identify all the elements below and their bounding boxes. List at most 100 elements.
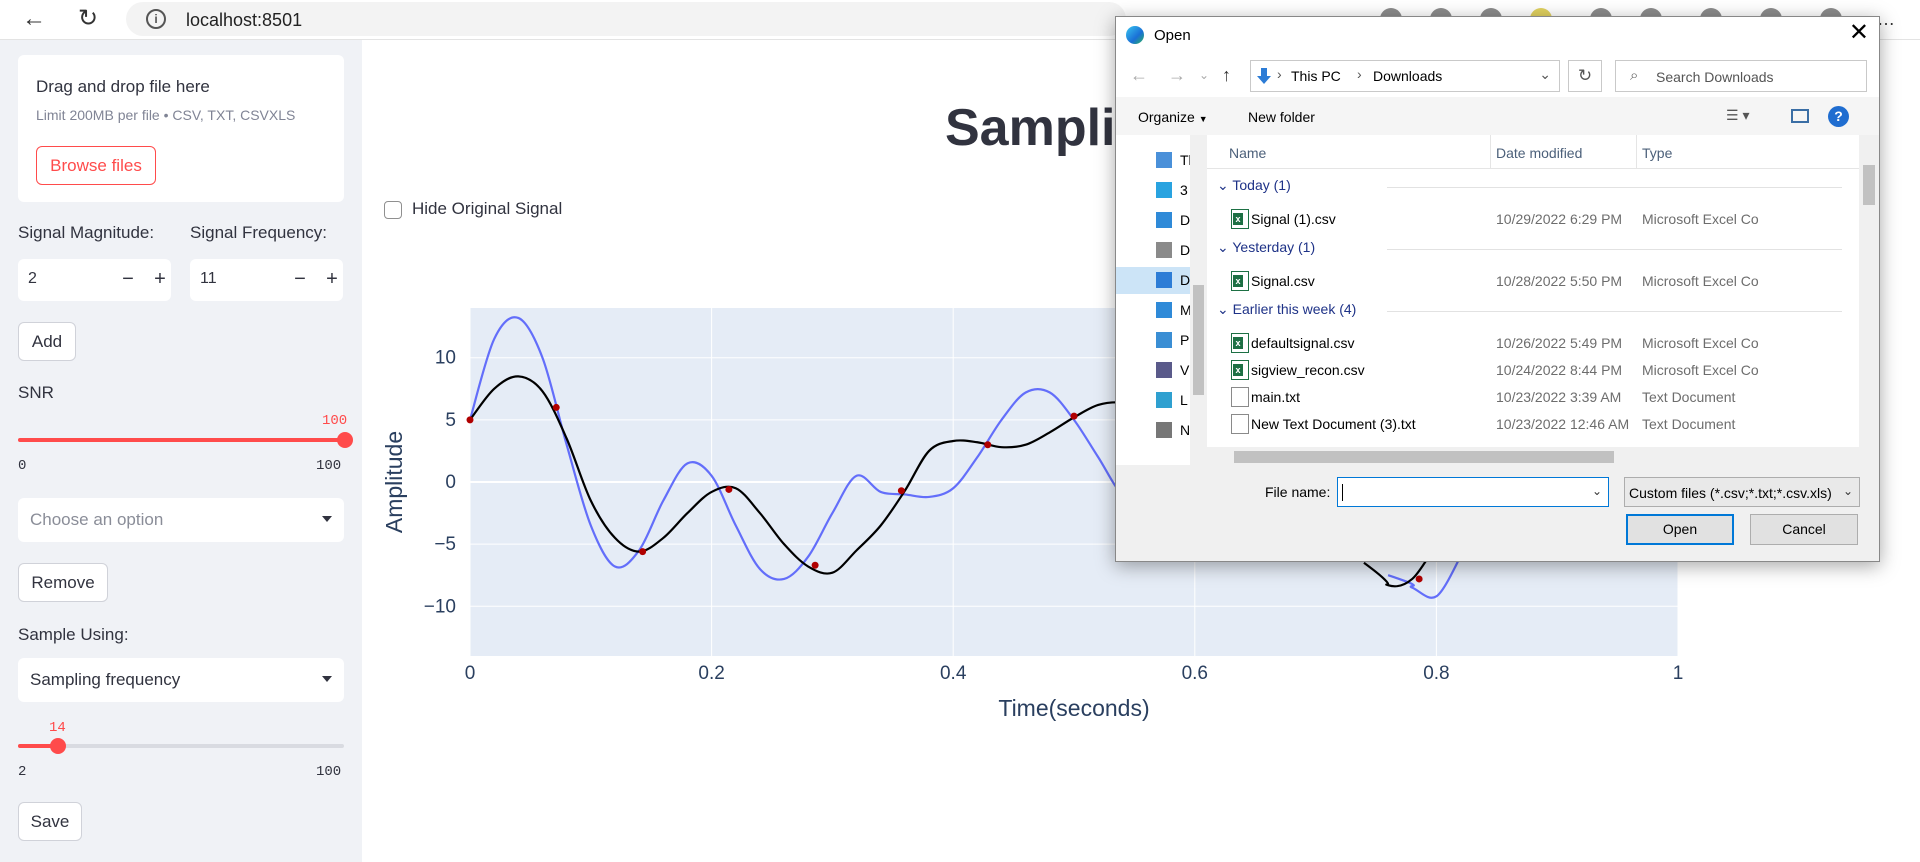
column-type[interactable]: Type	[1642, 145, 1673, 161]
text-file-icon	[1231, 387, 1249, 407]
nav-item[interactable]: V	[1116, 357, 1190, 384]
nav-item[interactable]: Thi	[1116, 147, 1190, 174]
file-row[interactable]: main.txt 10/23/2022 3:39 AM Text Document	[1207, 384, 1859, 410]
signal-magnitude-input[interactable]: 2 − +	[18, 259, 171, 301]
nav-item[interactable]: N	[1116, 417, 1190, 444]
sample-slider-thumb[interactable]	[50, 738, 66, 754]
file-name[interactable]: Signal.csv	[1251, 273, 1315, 289]
sample-point[interactable]	[1070, 412, 1078, 420]
nav-item[interactable]: D	[1116, 237, 1190, 264]
file-group-header[interactable]: ⌄ Yesterday (1)	[1217, 239, 1315, 256]
hide-original-label[interactable]: Hide Original Signal	[412, 199, 563, 218]
reconstructed-signal-line[interactable]	[469, 375, 1438, 588]
nav-item[interactable]: L	[1116, 387, 1190, 414]
file-name[interactable]: Signal (1).csv	[1251, 211, 1336, 227]
open-file-dialog[interactable]: Open ✕ ← → ⌄ ↑ › This PC › Downloads ⌄ ↻…	[1115, 16, 1880, 562]
chevron-down-icon[interactable]: ⌄	[1539, 66, 1551, 82]
file-uploader[interactable]: Drag and drop file here Limit 200MB per …	[18, 55, 344, 202]
address-bar[interactable]: i localhost:8501	[126, 2, 1126, 36]
sample-using-select[interactable]: Sampling frequency	[18, 658, 344, 702]
file-row[interactable]: x defaultsignal.csv 10/26/2022 5:49 PM Micr…	[1207, 330, 1859, 356]
scrollbar-thumb[interactable]	[1193, 285, 1204, 395]
sample-point[interactable]	[984, 441, 992, 449]
cancel-button[interactable]: Cancel	[1750, 514, 1858, 545]
sample-point[interactable]	[725, 485, 733, 493]
choose-option-select[interactable]: Choose an option	[18, 498, 344, 542]
file-list-horizontal-scrollbar[interactable]	[1207, 447, 1859, 467]
navigation-pane[interactable]: Thi3DDDMPVLN	[1116, 135, 1190, 465]
signal-frequency-input[interactable]: 11 − +	[190, 259, 343, 301]
file-list-scrollbar[interactable]	[1859, 135, 1879, 447]
decrement-icon[interactable]: −	[294, 268, 306, 290]
view-options-icon[interactable]: ☰ ▾	[1726, 107, 1750, 123]
breadcrumb-this-pc[interactable]: This PC	[1291, 68, 1341, 84]
sample-point[interactable]	[466, 416, 474, 424]
close-icon[interactable]: ✕	[1848, 19, 1869, 46]
column-date-modified[interactable]: Date modified	[1496, 145, 1583, 161]
file-row[interactable]: x Signal.csv 10/28/2022 5:50 PM Microsoft E…	[1207, 268, 1859, 294]
path-breadcrumb[interactable]: › This PC › Downloads ⌄	[1250, 60, 1560, 92]
chevron-down-icon[interactable]: ⌄	[1591, 484, 1602, 498]
chevron-down-icon[interactable]: ⌄	[1217, 239, 1233, 255]
increment-icon[interactable]: +	[154, 268, 166, 290]
increment-icon[interactable]: +	[326, 268, 338, 290]
file-row[interactable]: x Signal (1).csv 10/29/2022 6:29 PM Microso…	[1207, 206, 1859, 232]
sample-point[interactable]	[811, 561, 819, 569]
back-arrow-icon[interactable]: ←	[1130, 65, 1148, 85]
file-list[interactable]: Name Date modified Type ⌄ Today (1) x Sign…	[1207, 135, 1859, 447]
sample-point[interactable]	[639, 548, 647, 556]
refresh-icon[interactable]: ↻	[1568, 60, 1602, 92]
site-info-icon[interactable]: i	[146, 9, 166, 29]
file-row[interactable]: New Text Document (3).txt 10/23/2022 12:4…	[1207, 411, 1859, 437]
signal-magnitude-value[interactable]: 2	[28, 270, 37, 287]
file-group-header[interactable]: ⌄ Today (1)	[1217, 177, 1291, 194]
open-button[interactable]: Open	[1626, 514, 1734, 545]
new-folder-button[interactable]: New folder	[1248, 109, 1315, 125]
file-name[interactable]: sigview_recon.csv	[1251, 362, 1365, 378]
file-name[interactable]: main.txt	[1251, 389, 1301, 405]
nav-item[interactable]: P	[1116, 327, 1190, 354]
browse-files-button[interactable]: Browse files	[36, 146, 156, 185]
back-icon[interactable]: ←	[22, 5, 46, 32]
search-box[interactable]: ⌕ Search Downloads	[1615, 60, 1867, 92]
excel-file-icon: x	[1231, 271, 1249, 291]
snr-slider[interactable]	[18, 438, 344, 442]
scrollbar-thumb[interactable]	[1234, 451, 1614, 463]
add-button[interactable]: Add	[18, 322, 76, 361]
file-group-header[interactable]: ⌄ Earlier this week (4)	[1217, 301, 1356, 318]
sample-point[interactable]	[1415, 575, 1423, 583]
nav-item[interactable]: M	[1116, 297, 1190, 324]
chevron-down-icon[interactable]: ⌄	[1217, 301, 1233, 317]
help-icon[interactable]: ?	[1828, 106, 1849, 127]
sample-point[interactable]	[552, 403, 560, 411]
file-name-input[interactable]: ⌄	[1337, 477, 1609, 507]
scrollbar-thumb[interactable]	[1863, 165, 1875, 205]
preview-pane-icon[interactable]	[1791, 109, 1809, 123]
original-signal-line[interactable]	[468, 316, 1462, 599]
signal-frequency-value[interactable]: 11	[200, 270, 217, 287]
breadcrumb-downloads[interactable]: Downloads	[1373, 68, 1443, 84]
save-button[interactable]: Save	[18, 802, 82, 841]
file-row[interactable]: x sigview_recon.csv 10/24/2022 8:44 PM Micr…	[1207, 357, 1859, 383]
file-name[interactable]: New Text Document (3).txt	[1251, 416, 1416, 432]
sample-slider[interactable]	[18, 744, 344, 748]
hide-original-checkbox[interactable]	[384, 201, 402, 219]
remove-button[interactable]: Remove	[18, 563, 108, 602]
more-icon[interactable]: …	[1877, 9, 1895, 29]
up-arrow-icon[interactable]: ↑	[1222, 65, 1231, 85]
nav-item[interactable]: D	[1116, 207, 1190, 234]
navigation-scrollbar[interactable]	[1190, 135, 1207, 447]
chevron-down-icon[interactable]: ⌄	[1217, 177, 1233, 193]
file-name[interactable]: defaultsignal.csv	[1251, 335, 1355, 351]
column-name[interactable]: Name	[1229, 145, 1267, 161]
forward-arrow-icon[interactable]: →	[1168, 65, 1186, 85]
reload-icon[interactable]: ↻	[77, 5, 99, 32]
nav-item[interactable]: D	[1116, 267, 1190, 294]
decrement-icon[interactable]: −	[122, 268, 134, 290]
sample-point[interactable]	[897, 487, 905, 495]
recent-locations-icon[interactable]: ⌄	[1199, 68, 1210, 82]
organize-menu[interactable]: Organize ▼	[1138, 109, 1208, 125]
snr-slider-thumb[interactable]	[337, 432, 353, 448]
nav-item[interactable]: 3	[1116, 177, 1190, 204]
file-type-filter[interactable]: Custom files (*.csv;*.txt;*.csv.xls) ⌄	[1624, 477, 1860, 507]
